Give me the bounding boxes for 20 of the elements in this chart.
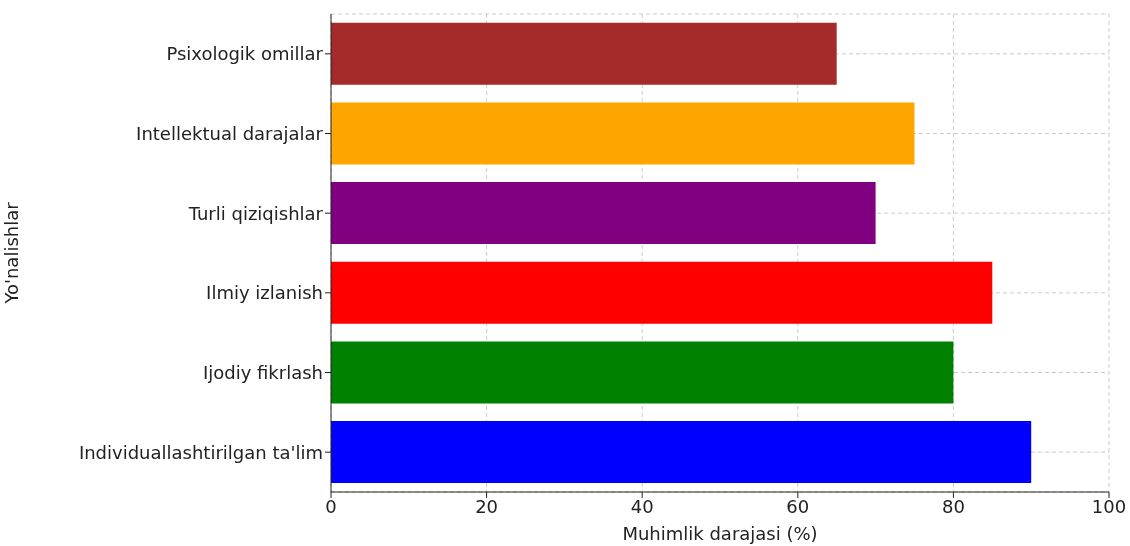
y-tick-label: Intellektual darajalar — [136, 122, 324, 144]
bar — [331, 182, 876, 245]
y-axis-title: Yo'nalishlar — [1, 201, 23, 305]
x-tick-label: 0 — [325, 495, 337, 517]
x-tick-label: 100 — [1091, 495, 1127, 517]
y-tick-label: Turli qiziqishlar — [187, 202, 324, 224]
y-tick-label: Psixologik omillar — [166, 43, 324, 65]
bar — [331, 421, 1032, 484]
bar — [331, 261, 993, 324]
bar — [331, 22, 837, 85]
bar — [331, 341, 954, 404]
y-tick-label: Ijodiy fikrlash — [202, 361, 323, 383]
x-tick-label: 80 — [941, 495, 965, 517]
x-tick-label: 20 — [475, 495, 499, 517]
x-tick-label: 40 — [630, 495, 654, 517]
x-axis-title: Muhimlik darajasi (%) — [622, 523, 818, 544]
y-tick-label: Individuallashtirilgan ta'lim — [78, 441, 323, 463]
bar — [331, 102, 915, 165]
y-tick-label: Ilmiy izlanish — [206, 282, 323, 304]
x-tick-label: 60 — [786, 495, 810, 517]
